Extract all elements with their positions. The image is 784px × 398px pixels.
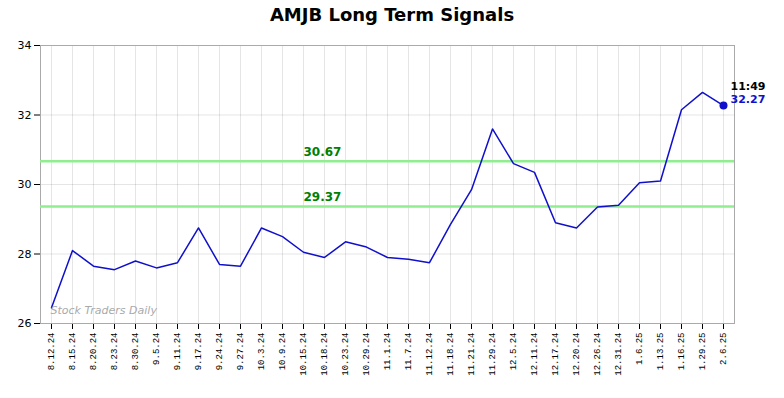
svg-text:32.27: 32.27 — [731, 93, 766, 106]
svg-text:32: 32 — [18, 109, 32, 122]
svg-text:9.11.24: 9.11.24 — [173, 333, 183, 371]
svg-text:9.24.24: 9.24.24 — [215, 333, 225, 371]
svg-text:11.12.24: 11.12.24 — [425, 333, 435, 376]
svg-text:11:49: 11:49 — [731, 80, 766, 93]
svg-text:9.5.24: 9.5.24 — [152, 333, 162, 365]
svg-text:11.18.24: 11.18.24 — [446, 333, 456, 376]
svg-text:29.37: 29.37 — [304, 190, 342, 204]
svg-text:8.30.24: 8.30.24 — [131, 333, 141, 371]
svg-text:11.1.24: 11.1.24 — [383, 333, 393, 371]
svg-text:10.3.24: 10.3.24 — [257, 333, 267, 371]
svg-text:10.18.24: 10.18.24 — [320, 333, 330, 376]
svg-text:28: 28 — [18, 248, 32, 261]
svg-text:12.5.24: 12.5.24 — [509, 333, 519, 371]
svg-text:1.29.25: 1.29.25 — [698, 333, 708, 371]
svg-text:10.9.24: 10.9.24 — [278, 333, 288, 371]
svg-text:9.27.24: 9.27.24 — [236, 333, 246, 371]
svg-text:2.6.25: 2.6.25 — [719, 333, 729, 365]
svg-text:8.20.24: 8.20.24 — [89, 333, 99, 371]
svg-text:8.23.24: 8.23.24 — [110, 333, 120, 371]
svg-text:11.21.24: 11.21.24 — [467, 333, 477, 376]
svg-text:12.17.24: 12.17.24 — [551, 333, 561, 376]
svg-text:12.31.24: 12.31.24 — [614, 333, 624, 376]
svg-text:1.6.25: 1.6.25 — [635, 333, 645, 365]
svg-text:12.20.24: 12.20.24 — [572, 333, 582, 376]
svg-text:10.15.24: 10.15.24 — [299, 333, 309, 376]
svg-text:26: 26 — [18, 317, 32, 330]
svg-text:10.29.24: 10.29.24 — [362, 333, 372, 376]
svg-text:12.26.24: 12.26.24 — [593, 333, 603, 376]
svg-text:34: 34 — [18, 39, 32, 52]
svg-text:8.12.24: 8.12.24 — [47, 333, 57, 371]
svg-text:30.67: 30.67 — [304, 145, 342, 159]
html-text:AMJB Long Term Signals: AMJB Long Term Signals — [269, 4, 515, 25]
svg-text:1.16.25: 1.16.25 — [677, 333, 687, 371]
svg-text:10.23.24: 10.23.24 — [341, 333, 351, 376]
svg-text:8.15.24: 8.15.24 — [68, 333, 78, 371]
svg-text:11.7.24: 11.7.24 — [404, 333, 414, 371]
svg-text:12.11.24: 12.11.24 — [530, 333, 540, 376]
svg-text:11.29.24: 11.29.24 — [488, 333, 498, 376]
svg-text:1.13.25: 1.13.25 — [656, 333, 666, 371]
svg-text:30: 30 — [18, 178, 32, 191]
svg-text:9.17.24: 9.17.24 — [194, 333, 204, 371]
svg-text:Stock Traders Daily: Stock Traders Daily — [51, 304, 158, 317]
